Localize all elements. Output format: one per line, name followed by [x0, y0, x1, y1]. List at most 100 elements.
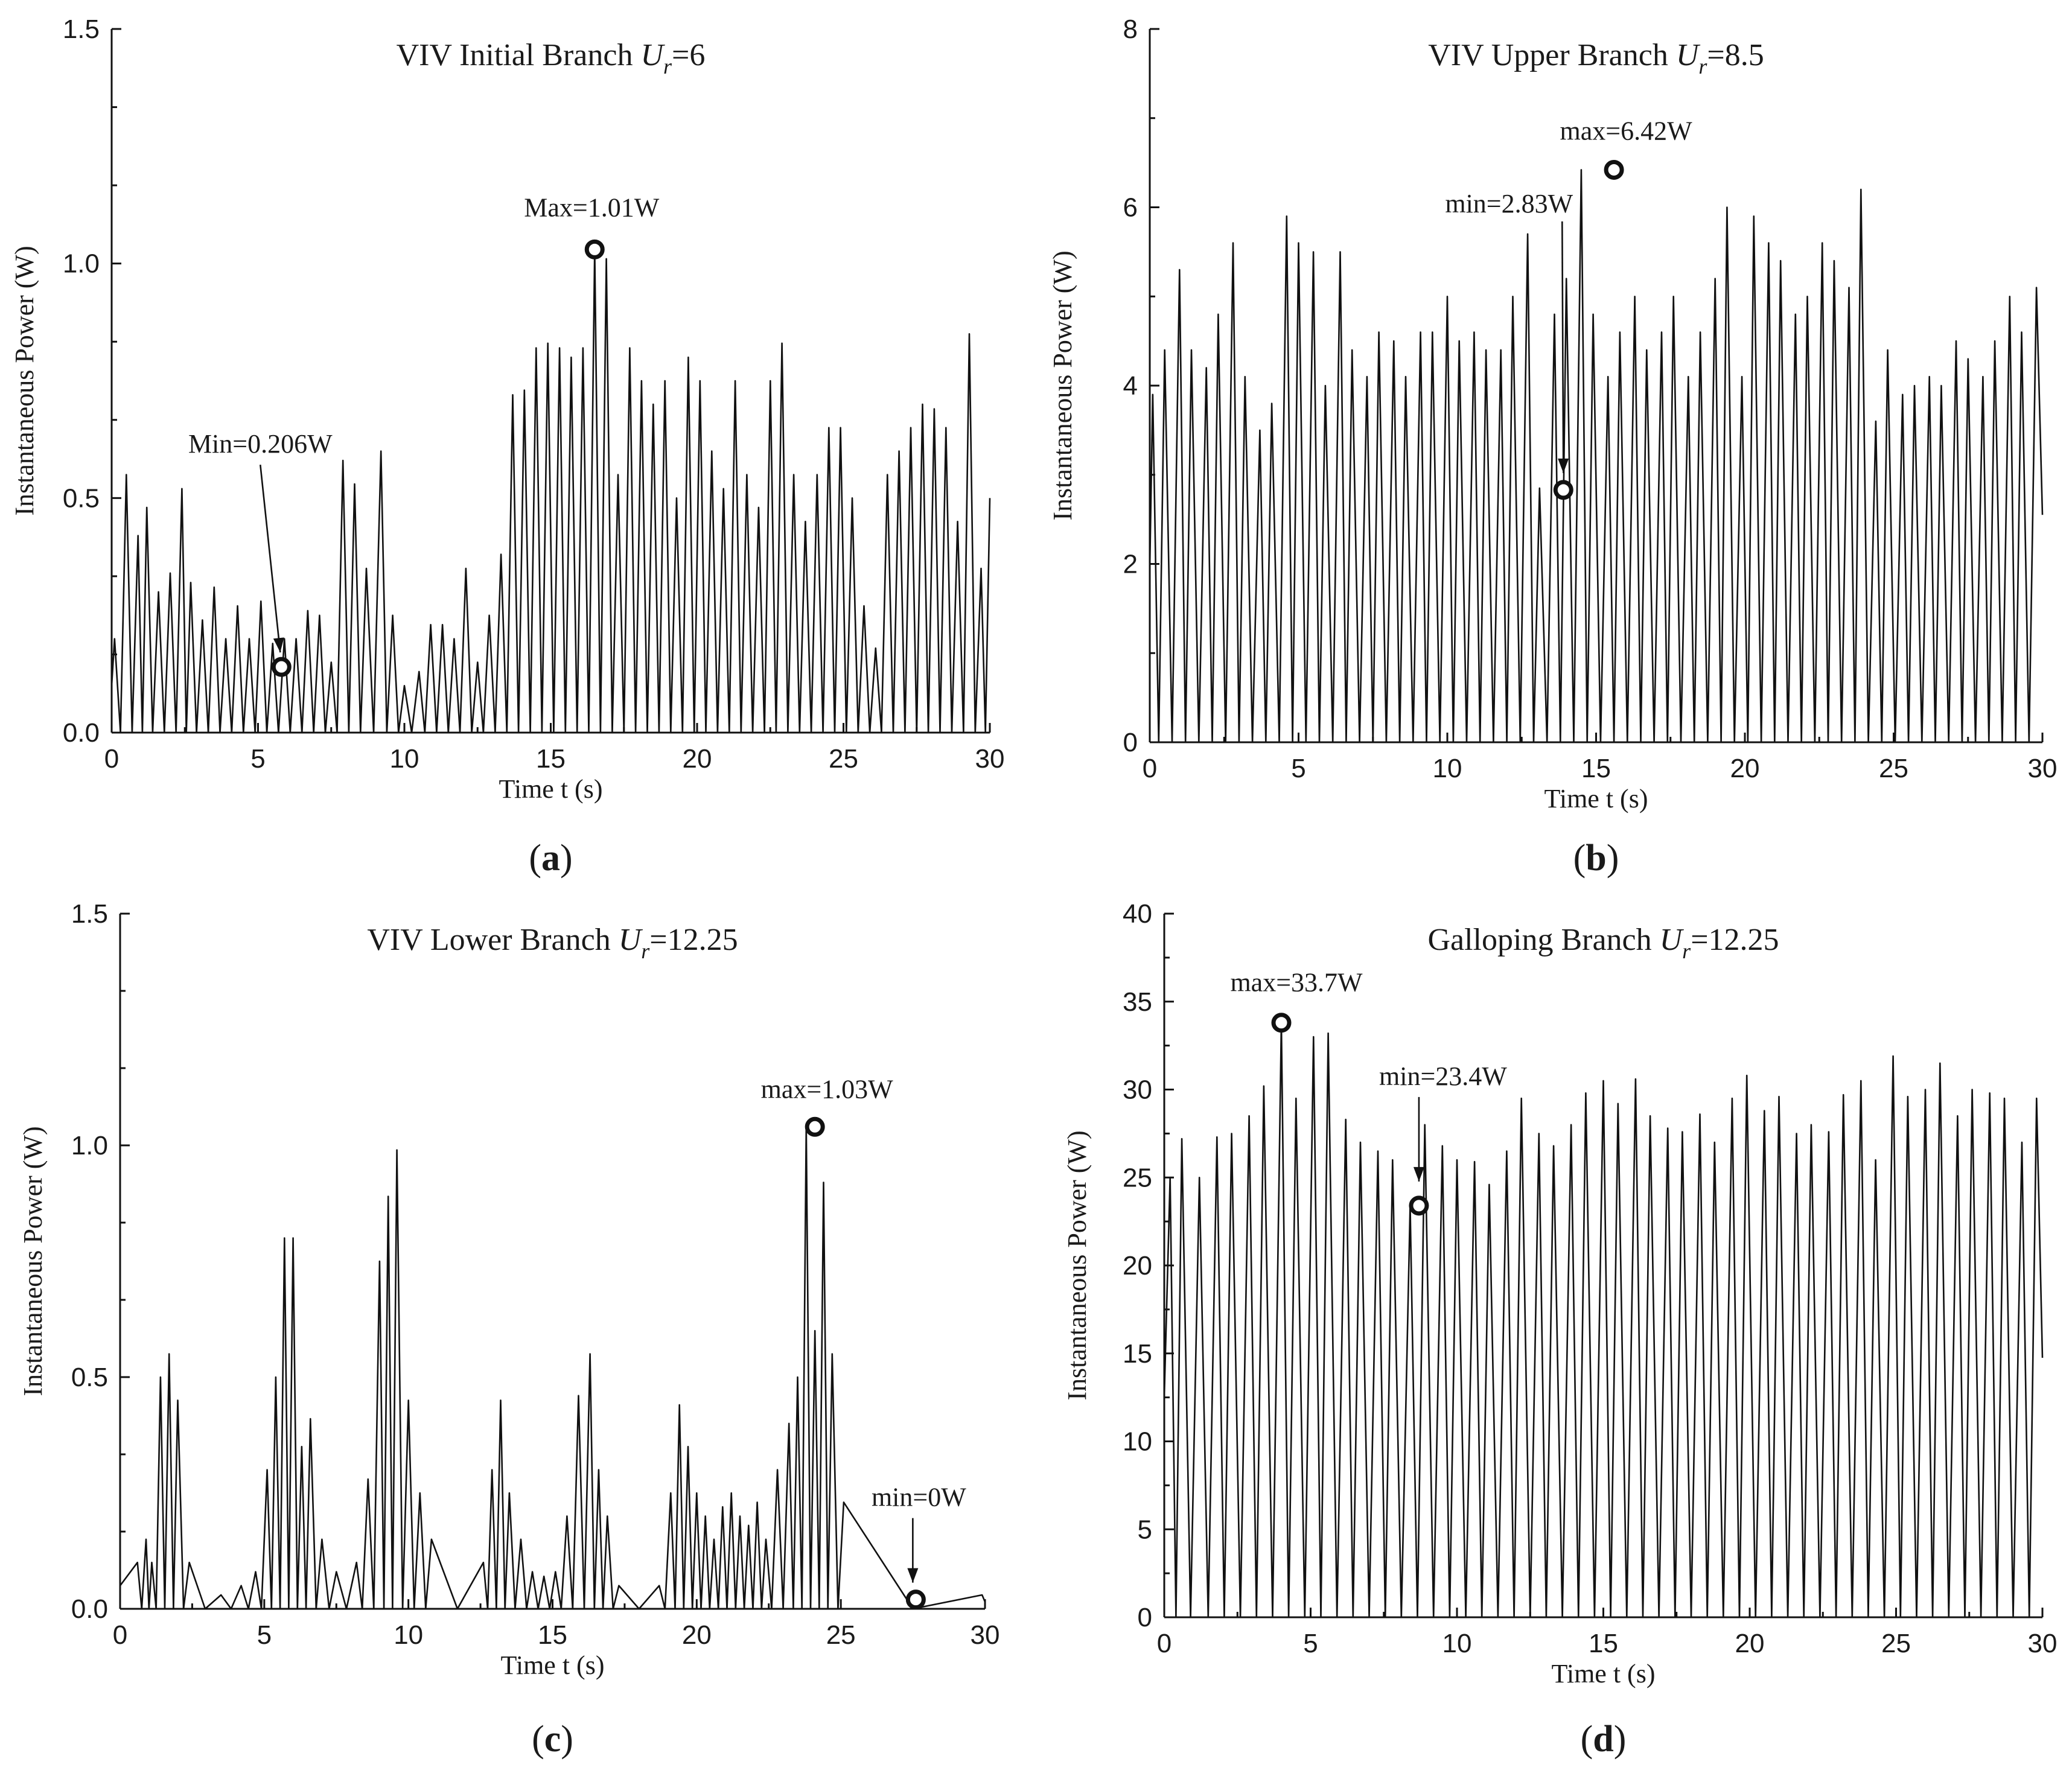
y-tick-label: 5: [1138, 1515, 1152, 1544]
min-marker: [1553, 480, 1573, 500]
y-axis-title: Instantaneous Power (W): [18, 1126, 48, 1396]
x-tick-label: 5: [250, 744, 265, 774]
title-eq: =8.5: [1707, 38, 1764, 72]
min-label: Min=0.206W: [188, 429, 333, 459]
x-tick-label: 25: [1879, 754, 1908, 783]
panel-b: 0 5 10 15 20 25 30 0 2 4 6 8 Time t (s) Instantaneous…: [1036, 0, 2072, 890]
x-tick-label: 0: [113, 1620, 127, 1650]
title-sub: r: [663, 54, 672, 78]
x-tick-label: 20: [683, 744, 712, 774]
x-tick-label: 15: [1589, 1629, 1618, 1658]
power-series-line: [1163, 1022, 2044, 1618]
x-tick-label: 5: [257, 1620, 272, 1650]
y-tick-label: 15: [1123, 1339, 1152, 1369]
caption-letter: d: [1593, 1719, 1613, 1760]
y-tick-label: 1.0: [63, 249, 100, 279]
x-tick-label: 20: [1730, 754, 1760, 783]
title-sub: r: [641, 939, 650, 963]
x-tick-label: 0: [104, 744, 119, 774]
x-axis-title: Time t (s): [1552, 1659, 1656, 1688]
max-label: max=1.03W: [761, 1074, 894, 1104]
title-main: VIV Upper Branch: [1428, 38, 1676, 72]
x-tick-label: 15: [538, 1620, 567, 1650]
x-tick-label: 15: [1581, 754, 1611, 783]
title-eq: =12.25: [649, 923, 738, 957]
power-series-line: [119, 1126, 986, 1610]
title-sub: r: [1682, 939, 1691, 963]
x-tick-label: 20: [1735, 1629, 1765, 1658]
plot-title: VIV Lower Branch Ur=12.25: [367, 923, 738, 963]
title-var: U: [1676, 38, 1701, 72]
y-tick-label: 25: [1123, 1163, 1152, 1192]
chart-c: 0 5 10 15 20 25 30 0.0 0.5 1.0 1.5 Time t (s) Instan…: [18, 899, 1000, 1760]
y-tick-label: 0: [1123, 728, 1138, 757]
min-arrow-line: [1561, 221, 1564, 473]
panel-caption: (c): [532, 1719, 573, 1760]
x-tick-label: 25: [829, 744, 858, 774]
chart-d: 0 5 10 15 20 25 30 0 5 10 15 20 25 30 35 40 Time t (s) In…: [1062, 899, 2058, 1760]
chart-b: 0 5 10 15 20 25 30 0 2 4 6 8 Time t (s) Instantaneous…: [1048, 14, 2058, 879]
plot-title: VIV Initial Branch Ur=6: [397, 38, 706, 78]
y-tick-label: 40: [1123, 899, 1152, 929]
max-label: max=6.42W: [1560, 116, 1693, 145]
title-sub: r: [1698, 54, 1707, 78]
x-axis-title: Time t (s): [1544, 784, 1648, 813]
max-marker: [805, 1116, 825, 1137]
caption-open: (: [529, 838, 541, 879]
min-marker: [271, 657, 292, 677]
min-arrow-line: [260, 465, 281, 653]
y-tick-label: 20: [1123, 1251, 1152, 1281]
min-arrow-head: [1558, 458, 1569, 473]
panel-caption: (d): [1581, 1719, 1627, 1760]
title-var: U: [640, 38, 665, 72]
x-tick-label: 10: [1442, 1629, 1472, 1658]
max-marker: [1271, 1013, 1292, 1033]
y-tick-label: 1.5: [63, 14, 100, 44]
power-series-line: [110, 249, 991, 734]
x-tick-label: 5: [1303, 1629, 1318, 1658]
x-tick-label: 30: [2028, 754, 2058, 783]
panel-c: 0 5 10 15 20 25 30 0.0 0.5 1.0 1.5 Time t (s) Instan…: [0, 890, 1036, 1779]
min-arrow-head: [1413, 1166, 1424, 1182]
x-tick-label: 30: [2028, 1629, 2058, 1658]
plot-title: VIV Upper Branch Ur=8.5: [1428, 38, 1764, 78]
caption-letter: b: [1586, 838, 1606, 879]
caption-open: (: [1573, 838, 1586, 879]
panel-a: 0 5 10 15 20 25 30 0.0 0.5 1.0 1.5 Time t (s) Instan…: [0, 0, 1036, 890]
y-tick-label: 35: [1123, 987, 1152, 1017]
caption-letter: a: [541, 838, 560, 879]
y-tick-label: 1.0: [71, 1131, 108, 1160]
x-tick-label: 5: [1291, 754, 1305, 783]
title-main: VIV Initial Branch: [397, 38, 641, 72]
title-eq: =12.25: [1691, 923, 1779, 957]
min-arrow-head: [273, 637, 284, 653]
y-tick-label: 1.5: [71, 899, 108, 929]
y-tick-label: 0.0: [71, 1594, 108, 1624]
x-tick-label: 0: [1157, 1629, 1171, 1658]
power-series-line: [1149, 169, 2044, 743]
y-axis-title: Instantaneous Power (W): [10, 246, 39, 515]
y-tick-label: 10: [1123, 1427, 1152, 1457]
y-tick-label: 0.0: [63, 718, 100, 748]
panel-caption: (b): [1573, 838, 1619, 879]
y-tick-label: 0: [1138, 1603, 1152, 1632]
min-label: min=0W: [872, 1483, 966, 1512]
caption-close: ): [1607, 838, 1619, 879]
title-var: U: [619, 923, 643, 957]
caption-letter: c: [544, 1719, 561, 1760]
y-tick-label: 6: [1123, 193, 1138, 223]
y-tick-label: 4: [1123, 371, 1138, 401]
y-axis-title: Instantaneous Power (W): [1048, 250, 1077, 520]
plot-title: Galloping Branch Ur=12.25: [1427, 923, 1779, 963]
min-marker: [1409, 1195, 1429, 1216]
x-tick-label: 30: [971, 1620, 1000, 1650]
chart-a: 0 5 10 15 20 25 30 0.0 0.5 1.0 1.5 Time t (s) Instan…: [10, 14, 1004, 879]
x-tick-label: 0: [1143, 754, 1157, 783]
x-tick-label: 25: [1881, 1629, 1911, 1658]
x-tick-label: 25: [826, 1620, 856, 1650]
max-label: Max=1.01W: [524, 193, 659, 222]
title-main: Galloping Branch: [1427, 923, 1659, 957]
caption-open: (: [532, 1719, 544, 1760]
max-marker: [584, 239, 605, 259]
x-tick-label: 10: [1433, 754, 1462, 783]
